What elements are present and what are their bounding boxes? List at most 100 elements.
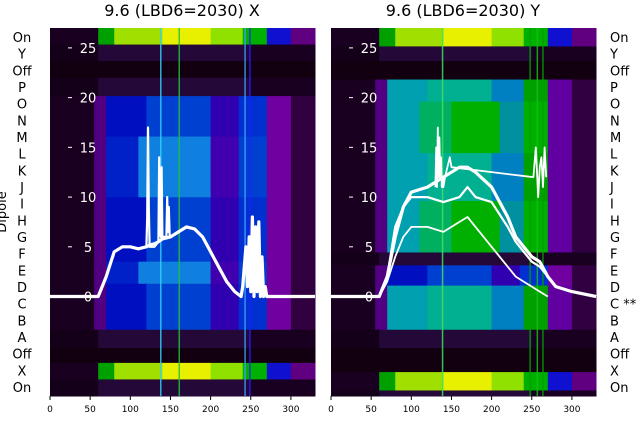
heatmap-cell	[547, 372, 573, 391]
series-line-4	[434, 126, 548, 199]
heatmap-cell	[266, 28, 292, 46]
heatmap-cell	[290, 96, 316, 138]
heatmap-cell	[395, 28, 444, 47]
x-tick-label: 150	[443, 405, 460, 415]
heatmap-cell	[379, 329, 533, 349]
row-label: F	[610, 248, 617, 263]
heatmap-cell	[451, 101, 501, 154]
row-label: E	[18, 264, 26, 279]
heatmap-cell	[331, 101, 376, 154]
heatmap-cell	[50, 77, 99, 97]
x-tick-label: 0	[328, 405, 334, 415]
row-label: D	[17, 281, 27, 296]
row-label: On	[13, 381, 31, 396]
heatmap-cell	[387, 285, 428, 331]
row-label: J	[609, 181, 614, 196]
heatmap-cell	[331, 153, 376, 202]
heatmap-cell	[290, 136, 316, 198]
row-label: Y	[17, 48, 26, 63]
heatmap-cell	[98, 379, 252, 397]
heatmap-streak	[542, 28, 544, 396]
heatmap-cell	[210, 28, 244, 46]
x-tick-label: 200	[202, 405, 219, 415]
y-tick-label: 0	[84, 291, 92, 306]
heatmap-streak	[529, 28, 531, 396]
series-line-2	[145, 126, 171, 248]
row-label: Off	[12, 348, 32, 363]
series-line-2	[331, 186, 597, 298]
row-label: Off	[12, 64, 32, 79]
row-label: P	[18, 81, 26, 96]
heatmap-cell	[290, 362, 316, 380]
heatmap-cell	[571, 101, 597, 154]
heatmap-cell	[375, 101, 388, 154]
y-axis-label: Dipole	[0, 191, 10, 232]
heatmap-cell	[250, 329, 316, 349]
row-label: G	[610, 231, 620, 246]
row-label: P	[610, 81, 618, 96]
heatmap-cell	[290, 261, 316, 285]
heatmap-cell	[106, 136, 139, 198]
y-tick-label: 10	[80, 191, 97, 206]
heatmap-cell	[443, 372, 493, 391]
row-label: K	[18, 164, 27, 179]
row-label: L	[18, 148, 26, 163]
row-label: X	[18, 364, 27, 379]
heatmap-cell	[138, 136, 212, 198]
heatmap-cell	[50, 261, 95, 285]
heatmap-cell	[571, 372, 597, 391]
heatmap-cell	[379, 28, 396, 47]
heatmap-cell	[531, 46, 597, 62]
heatmap-cell	[523, 200, 549, 253]
heatmap-cell	[491, 79, 525, 103]
row-label: On	[13, 31, 31, 46]
x-tick-label: 150	[162, 405, 179, 415]
heatmap-cell	[523, 28, 549, 47]
heatmap-cell	[238, 136, 268, 198]
row-label: N	[610, 114, 620, 129]
heatmap-cell	[106, 197, 147, 263]
heatmap-cell	[50, 197, 95, 263]
y-tick-label: 15	[80, 141, 97, 156]
heatmap-cell	[50, 96, 95, 138]
heatmap-cell	[379, 252, 533, 266]
heatmap-cell	[491, 265, 521, 287]
heatmap-cell	[523, 79, 549, 103]
heatmap-streak	[441, 28, 444, 396]
heatmap-cell	[427, 285, 493, 331]
heatmap-cell	[250, 379, 316, 397]
row-label: M	[610, 131, 621, 146]
heatmap-cell	[331, 61, 597, 81]
x-tick-label: 200	[483, 405, 500, 415]
row-label: D	[610, 281, 620, 296]
heatmap-cell	[210, 362, 244, 380]
heatmap-streak	[244, 28, 246, 396]
heatmap-cell	[547, 79, 573, 103]
row-label: A	[18, 331, 27, 346]
heatmap-cell	[491, 28, 525, 47]
y-tick-label: 5	[365, 241, 373, 256]
heatmap-cell	[331, 200, 376, 253]
heatmap-cell	[379, 372, 396, 391]
heatmap-cell	[290, 197, 316, 263]
heatmap-cell	[238, 96, 268, 138]
y-tick-label: 25	[361, 42, 378, 57]
heatmap-cell	[523, 285, 549, 331]
heatmap-cell	[50, 362, 99, 380]
heatmap-cell	[331, 46, 380, 62]
heatmap-cell	[331, 329, 380, 349]
x-tick-label: 50	[365, 405, 377, 415]
heatmap-cell	[94, 261, 107, 285]
heatmap-cell	[50, 136, 95, 198]
heatmap-cell	[331, 252, 380, 266]
x-tick-label: 50	[84, 405, 96, 415]
row-label: J	[19, 181, 24, 196]
row-label: On	[610, 31, 628, 46]
heatmap-cell	[443, 28, 493, 47]
heatmap-cell	[379, 390, 533, 397]
heatmap-cell	[242, 28, 268, 46]
heatmap-cell	[331, 265, 376, 287]
heatmap-cell	[547, 101, 573, 154]
